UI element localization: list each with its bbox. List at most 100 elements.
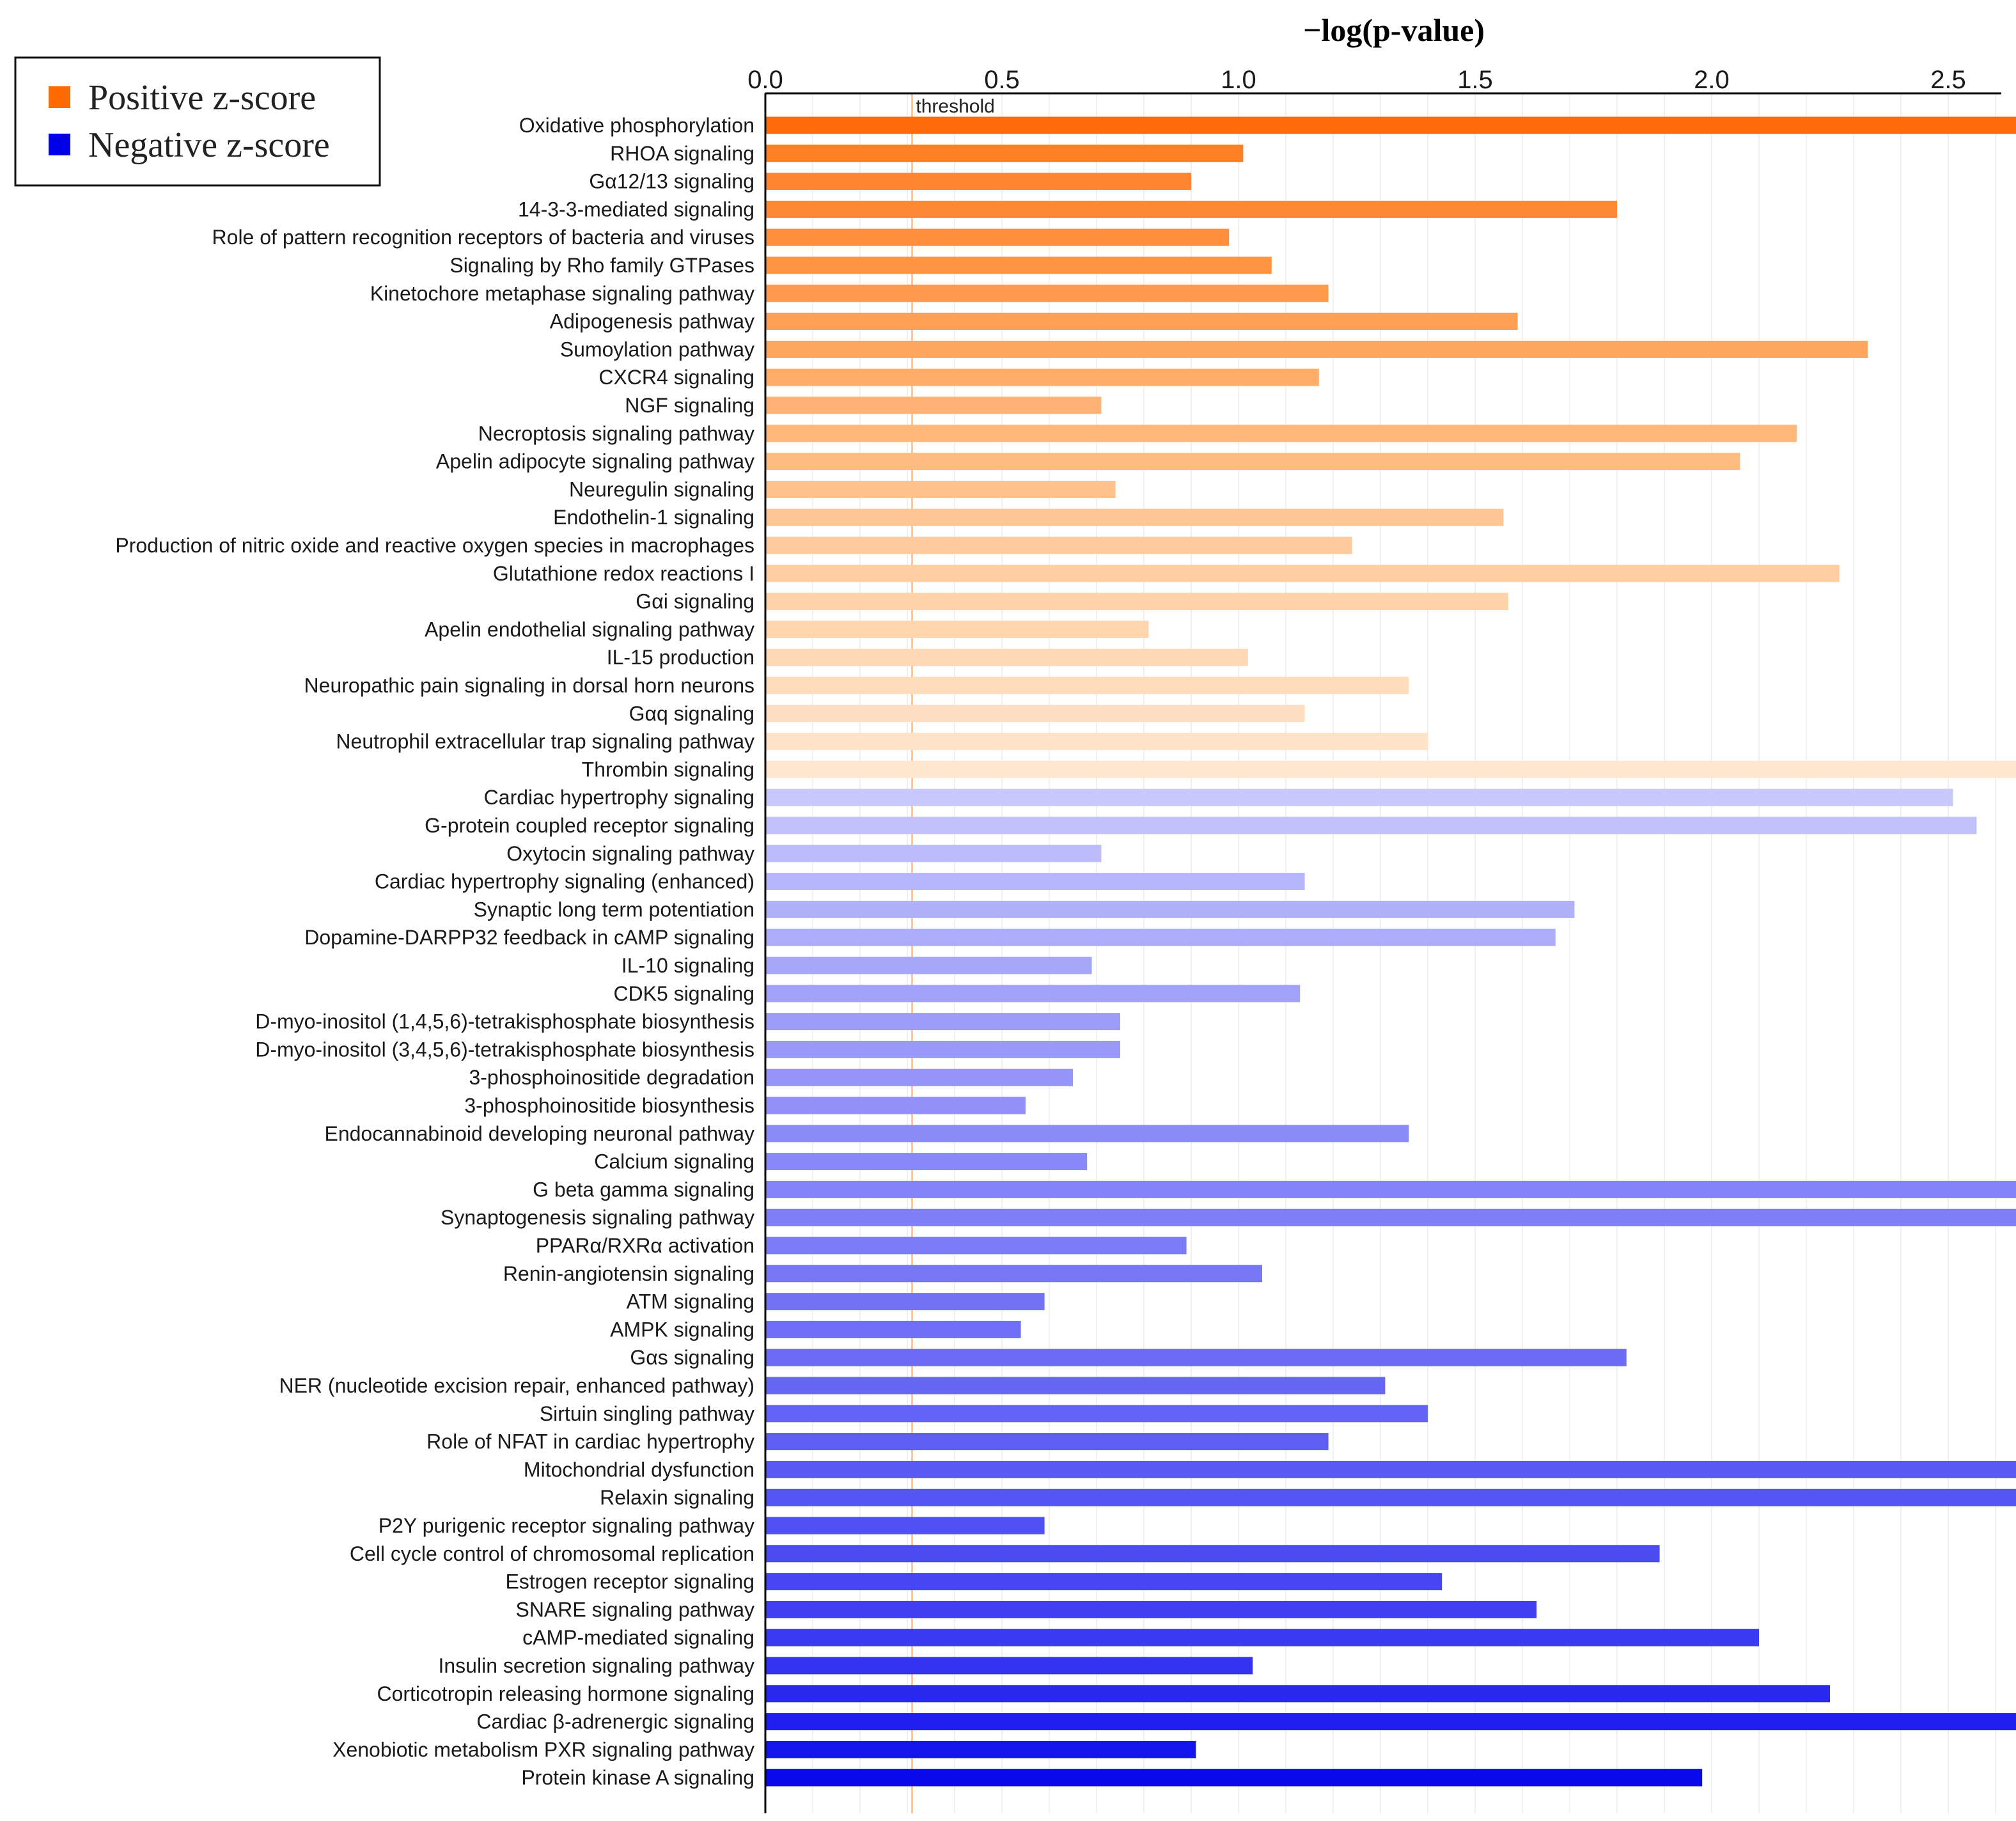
category-label: 3-phosphoinositide degradation (469, 1066, 754, 1089)
category-labels: Oxidative phosphorylation RHOA signaling G… (115, 114, 754, 1789)
bar (765, 873, 1305, 891)
category-label: NER (nucleotide excision repair, enhance… (279, 1374, 754, 1397)
category-label: Adipogenesis pathway (550, 310, 754, 333)
category-label: 14-3-3-mediated signaling (518, 198, 754, 221)
category-label: Gαs signaling (630, 1346, 754, 1369)
legend-swatch-negative (49, 134, 70, 155)
category-label: PPARα/RXRα activation (536, 1234, 754, 1257)
x-tick-label: 1.5 (1457, 66, 1493, 94)
bar (765, 928, 1556, 946)
bar (765, 845, 1102, 863)
bar (765, 1013, 1120, 1031)
bar (765, 1600, 1537, 1618)
category-label: Neuregulin signaling (569, 478, 754, 501)
category-label: Cell cycle control of chromosomal replic… (350, 1542, 754, 1565)
bar (765, 173, 1191, 191)
category-label: Thrombin signaling (582, 758, 754, 781)
bar (765, 760, 2016, 778)
legend: Positive z-score Negative z-score (14, 56, 381, 187)
x-axis-title: −log(p-value) (1303, 12, 1485, 48)
bar (765, 1405, 1428, 1423)
bar (765, 313, 1518, 331)
category-label: SNARE signaling pathway (515, 1598, 754, 1621)
category-label: Gαq signaling (629, 702, 754, 725)
bar (765, 1320, 1021, 1338)
bar (765, 705, 1305, 723)
category-label: AMPK signaling (610, 1318, 754, 1341)
bar (765, 676, 1409, 694)
x-tick-labels: 0.00.51.01.52.02.53.03.54.04.5 (747, 66, 1966, 94)
category-label: Role of pattern recognition receptors of… (212, 226, 754, 249)
category-label: Sumoylation pathway (560, 338, 754, 361)
category-label: Protein kinase A signaling (521, 1766, 754, 1789)
category-label: Dopamine-DARPP32 feedback in cAMP signal… (304, 926, 754, 949)
category-label: Kinetochore metaphase signaling pathway (370, 282, 754, 305)
category-label: D-myo-inositol (3,4,5,6)-tetrakisphospha… (255, 1038, 754, 1061)
category-label: Endothelin-1 signaling (553, 506, 754, 529)
category-label: Cardiac hypertrophy signaling (enhanced) (375, 870, 754, 893)
bar (765, 1153, 1088, 1171)
category-label: Xenobiotic metabolism PXR signaling path… (332, 1738, 754, 1761)
bar (765, 396, 1102, 414)
category-label: Glutathione redox reactions I (493, 562, 754, 585)
category-label: Sirtuin singling pathway (540, 1402, 754, 1425)
category-label: CXCR4 signaling (598, 366, 754, 389)
bar (765, 985, 1301, 1003)
category-label: Renin-angiotensin signaling (503, 1262, 754, 1285)
bar (765, 788, 1953, 806)
x-tick-label: 1.0 (1221, 66, 1256, 94)
bar (765, 145, 1244, 162)
bar (765, 565, 1840, 582)
bar (765, 228, 1230, 246)
bar (765, 1685, 1830, 1703)
category-label: P2Y purigenic receptor signaling pathway (379, 1514, 754, 1537)
category-label: Apelin adipocyte signaling pathway (436, 450, 754, 473)
bar (765, 1545, 1660, 1563)
category-label: ATM signaling (627, 1290, 754, 1313)
bar (765, 1657, 1253, 1675)
category-label: Gα12/13 signaling (589, 170, 754, 193)
bar (765, 425, 1797, 442)
category-label: Cardiac β-adrenergic signaling (476, 1710, 754, 1733)
bar (765, 1040, 1120, 1058)
bar (765, 733, 1428, 751)
bar (765, 1293, 1045, 1311)
category-label: Cardiac hypertrophy signaling (484, 786, 754, 809)
category-label: Production of nitric oxide and reactive … (115, 534, 754, 557)
x-tick-label: 0.0 (747, 66, 783, 94)
category-label: Oxytocin signaling pathway (506, 842, 754, 865)
category-label: NGF signaling (625, 394, 754, 417)
category-label: Endocannabinoid developing neuronal path… (324, 1122, 754, 1145)
category-label: Synaptic long term potentiation (474, 898, 754, 921)
category-label: Neuropathic pain signaling in dorsal hor… (304, 674, 754, 697)
bar (765, 1489, 2016, 1506)
bar (765, 1769, 1703, 1786)
category-label: IL-10 signaling (621, 954, 754, 977)
category-label: Signaling by Rho family GTPases (449, 254, 754, 277)
bar (765, 1573, 1442, 1591)
category-label: Gαi signaling (636, 590, 754, 613)
bar (765, 1237, 1187, 1254)
category-label: G-protein coupled receptor signaling (425, 814, 754, 837)
bar (765, 593, 1508, 611)
category-label: Apelin endothelial signaling pathway (425, 618, 754, 641)
bar (765, 536, 1352, 554)
bar (765, 1713, 2016, 1731)
category-label: CDK5 signaling (613, 982, 754, 1005)
bar (765, 1097, 1026, 1114)
x-tick-label: 2.0 (1694, 66, 1730, 94)
legend-label-positive: Positive z-score (88, 78, 316, 118)
bar (765, 508, 1504, 526)
bar (765, 1208, 2016, 1226)
category-label: Insulin secretion signaling pathway (438, 1654, 754, 1677)
category-label: Necroptosis signaling pathway (478, 422, 754, 445)
bar (765, 368, 1319, 386)
category-label: Corticotropin releasing hormone signalin… (377, 1682, 754, 1705)
category-label: D-myo-inositol (1,4,5,6)-tetrakisphospha… (255, 1010, 754, 1033)
category-label: RHOA signaling (610, 142, 754, 165)
category-label: 3-phosphoinositide biosynthesis (464, 1094, 754, 1117)
bar (765, 340, 1868, 358)
bar (765, 1377, 1386, 1395)
bar (765, 1068, 1073, 1086)
category-label: Estrogen receptor signaling (505, 1570, 754, 1593)
